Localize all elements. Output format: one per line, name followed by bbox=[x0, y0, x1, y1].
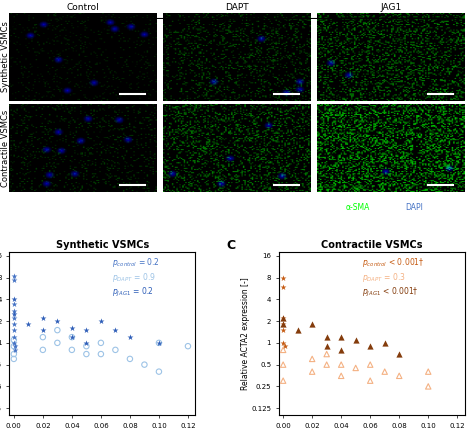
Point bbox=[111, 346, 119, 353]
Point bbox=[309, 368, 316, 375]
Point bbox=[323, 343, 330, 350]
Title: DAPT: DAPT bbox=[225, 3, 249, 12]
Point bbox=[54, 318, 61, 324]
Point bbox=[337, 361, 345, 368]
Text: DAPI: DAPI bbox=[405, 203, 423, 212]
Point bbox=[10, 321, 18, 328]
Point bbox=[25, 321, 32, 328]
Point bbox=[279, 315, 287, 321]
Point bbox=[337, 372, 345, 379]
Point bbox=[366, 361, 374, 368]
Point bbox=[424, 383, 432, 390]
Point bbox=[68, 346, 76, 353]
Point bbox=[82, 327, 90, 333]
Point bbox=[337, 334, 345, 341]
Point bbox=[279, 283, 287, 290]
Point bbox=[10, 336, 18, 343]
Point bbox=[279, 361, 287, 368]
Title: Control: Control bbox=[67, 3, 100, 12]
Point bbox=[279, 377, 287, 384]
Point bbox=[10, 276, 18, 283]
Point bbox=[309, 356, 316, 363]
Point bbox=[294, 327, 301, 333]
Point bbox=[39, 327, 46, 333]
Point bbox=[279, 327, 287, 333]
Point bbox=[126, 334, 134, 341]
Point bbox=[111, 327, 119, 333]
Point bbox=[39, 334, 46, 341]
Point bbox=[395, 351, 403, 357]
Point bbox=[323, 334, 330, 341]
Y-axis label: Relative ACTA2 expression [-]: Relative ACTA2 expression [-] bbox=[241, 277, 250, 390]
Point bbox=[279, 321, 287, 328]
Point bbox=[281, 343, 288, 350]
Point bbox=[68, 325, 76, 332]
Text: α-SMA: α-SMA bbox=[346, 203, 370, 212]
Point bbox=[10, 351, 18, 357]
Point bbox=[82, 339, 90, 346]
Point bbox=[279, 315, 287, 321]
Point bbox=[10, 311, 18, 318]
Point bbox=[39, 346, 46, 353]
Point bbox=[352, 365, 359, 372]
Text: strain: strain bbox=[219, 15, 255, 25]
Text: $p_{DAPT}$ = 0.9: $p_{DAPT}$ = 0.9 bbox=[112, 271, 156, 284]
Point bbox=[279, 346, 287, 353]
Point bbox=[10, 315, 18, 321]
Point bbox=[155, 368, 163, 375]
Point bbox=[366, 377, 374, 384]
Text: A: A bbox=[9, 17, 19, 30]
Point bbox=[10, 356, 18, 363]
Text: C: C bbox=[227, 239, 236, 252]
Point bbox=[54, 339, 61, 346]
Point bbox=[10, 339, 18, 346]
Point bbox=[279, 339, 287, 346]
Text: $p_{JAG1}$ = 0.2: $p_{JAG1}$ = 0.2 bbox=[112, 286, 154, 299]
Point bbox=[97, 339, 105, 346]
Point bbox=[10, 307, 18, 314]
Point bbox=[279, 321, 287, 328]
Y-axis label: Contractile VSMCs: Contractile VSMCs bbox=[1, 110, 10, 187]
Point bbox=[381, 368, 389, 375]
Point bbox=[68, 334, 76, 341]
Point bbox=[309, 321, 316, 328]
Point bbox=[126, 356, 134, 363]
Point bbox=[11, 343, 19, 350]
Text: $p_{JAG1}$ < 0.001†: $p_{JAG1}$ < 0.001† bbox=[362, 286, 419, 299]
Point bbox=[10, 272, 18, 279]
Point bbox=[68, 334, 76, 341]
Point bbox=[97, 351, 105, 357]
Point bbox=[337, 346, 345, 353]
Y-axis label: Synthetic VSMCs: Synthetic VSMCs bbox=[1, 21, 10, 92]
Title: JAG1: JAG1 bbox=[380, 3, 401, 12]
Point bbox=[184, 343, 192, 350]
Point bbox=[10, 343, 18, 350]
Point bbox=[155, 339, 163, 346]
Text: $p_{DAPT}$ = 0.3: $p_{DAPT}$ = 0.3 bbox=[362, 271, 407, 284]
Point bbox=[10, 296, 18, 303]
Text: $p_{control}$ = 0.2: $p_{control}$ = 0.2 bbox=[112, 256, 159, 269]
Point bbox=[424, 368, 432, 375]
Title: Synthetic VSMCs: Synthetic VSMCs bbox=[56, 240, 149, 250]
Title: Contractile VSMCs: Contractile VSMCs bbox=[321, 240, 422, 250]
Point bbox=[352, 336, 359, 343]
Point bbox=[141, 361, 148, 368]
Point bbox=[97, 318, 105, 324]
Point bbox=[82, 343, 90, 350]
Point bbox=[366, 343, 374, 350]
Point bbox=[279, 274, 287, 281]
Point bbox=[381, 339, 389, 346]
Point bbox=[39, 315, 46, 321]
Point bbox=[323, 361, 330, 368]
Text: $p_{control}$ < 0.001†: $p_{control}$ < 0.001† bbox=[362, 256, 425, 269]
Point bbox=[54, 327, 61, 333]
Point bbox=[10, 334, 18, 341]
Point bbox=[395, 372, 403, 379]
Point bbox=[155, 339, 163, 346]
Point bbox=[10, 300, 18, 307]
Point bbox=[11, 346, 19, 353]
Point bbox=[323, 351, 330, 357]
Point bbox=[10, 327, 18, 333]
Point bbox=[82, 351, 90, 357]
